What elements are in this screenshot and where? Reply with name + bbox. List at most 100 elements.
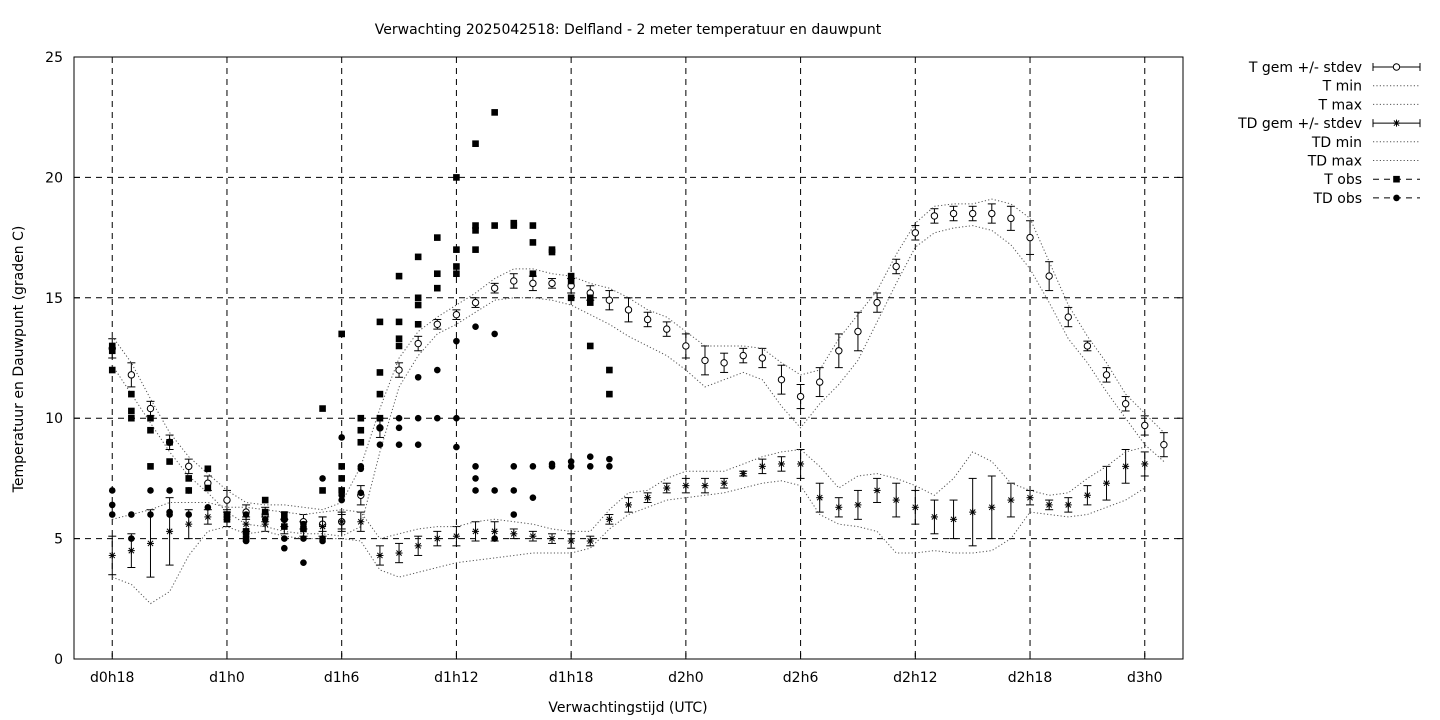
data-point [510,530,518,538]
data-point [452,310,461,319]
data-point [930,212,939,220]
data-point [395,318,403,326]
data-point [338,330,345,338]
data-point [300,520,307,528]
data-point [567,294,575,302]
data-point [720,479,728,487]
data-point [472,527,480,535]
data-point [166,527,174,535]
data-point [453,414,460,422]
data-point [854,327,862,336]
data-point [777,460,785,468]
data-point [491,527,499,535]
axis-ticks: d0h18 d1h0 d1h6 d1h12 d1h18 d2h0 d2h6 d2h12 d2h1… [45,50,1183,686]
x-tick-label: d3h0 [1127,670,1163,686]
data-point [529,463,537,470]
data-point [242,520,250,528]
data-point [414,414,422,422]
data-point [376,551,384,559]
data-point [319,475,326,482]
data-point [414,320,422,328]
data-point [510,487,518,494]
y-axis-label: Temperatuur en Dauwpunt (graden C) [11,226,27,494]
data-point [338,475,345,482]
legend-label: T max [1317,97,1362,113]
data-point [1083,342,1092,350]
data-point [395,549,403,557]
data-point [338,518,346,526]
data-point [663,484,671,492]
data-point [414,301,422,309]
data-point [472,475,479,482]
legend-marker [1392,63,1401,71]
data-point [166,458,173,465]
data-point [185,520,193,528]
data-point [319,405,326,412]
data-point [281,511,288,518]
data-point [453,337,460,345]
data-point [261,516,269,523]
line-td-max [112,446,1145,540]
data-point [281,516,288,523]
legend-sample [1373,175,1420,183]
data-point [586,299,594,306]
data-point [777,375,786,384]
series-td-obs [108,323,613,566]
data-point [968,209,977,218]
data-point [414,253,422,261]
data-point [586,453,594,461]
y-tick-label: 25 [45,50,63,66]
data-point [491,330,498,338]
data-point [911,229,920,237]
data-point [1102,371,1111,379]
data-point [357,489,365,497]
data-point [1083,491,1091,499]
x-tick-label: d1h12 [434,670,478,686]
data-point [988,503,996,511]
data-point [1103,479,1111,487]
data-point [453,443,460,451]
data-point [758,462,766,470]
data-point [319,523,327,531]
x-tick-label: d2h18 [1008,670,1052,686]
data-point [395,424,403,432]
data-point [854,501,862,509]
data-point [319,537,326,545]
data-point [281,523,288,530]
data-point [586,537,594,545]
legend-label: T obs [1323,172,1362,188]
data-point [376,414,384,422]
x-tick-label: d2h12 [893,670,937,686]
x-axis-label: Verwachtingstijd (UTC) [548,700,707,716]
data-point [949,209,958,218]
series-t-min [111,225,1165,537]
y-tick-label: 0 [54,652,63,668]
data-point [108,487,116,494]
data-point [433,320,441,328]
data-point [701,356,709,365]
data-point [395,272,403,280]
data-point [472,140,479,147]
data-point [472,463,479,470]
data-point [529,532,537,540]
data-point [433,234,441,241]
data-point [204,513,212,521]
data-point [835,503,843,511]
data-point [701,482,709,490]
data-point [338,463,345,470]
data-point [720,359,728,367]
series-td-max [112,446,1145,540]
data-point [433,270,441,278]
data-point [1026,494,1034,502]
data-point [146,539,154,547]
data-point [357,438,365,446]
data-point [242,537,250,545]
data-point [414,373,422,381]
data-point [147,487,154,494]
data-point [510,277,518,285]
data-point [376,390,384,398]
legend-marker [1393,194,1400,202]
data-point [300,535,307,542]
data-point [663,325,671,333]
